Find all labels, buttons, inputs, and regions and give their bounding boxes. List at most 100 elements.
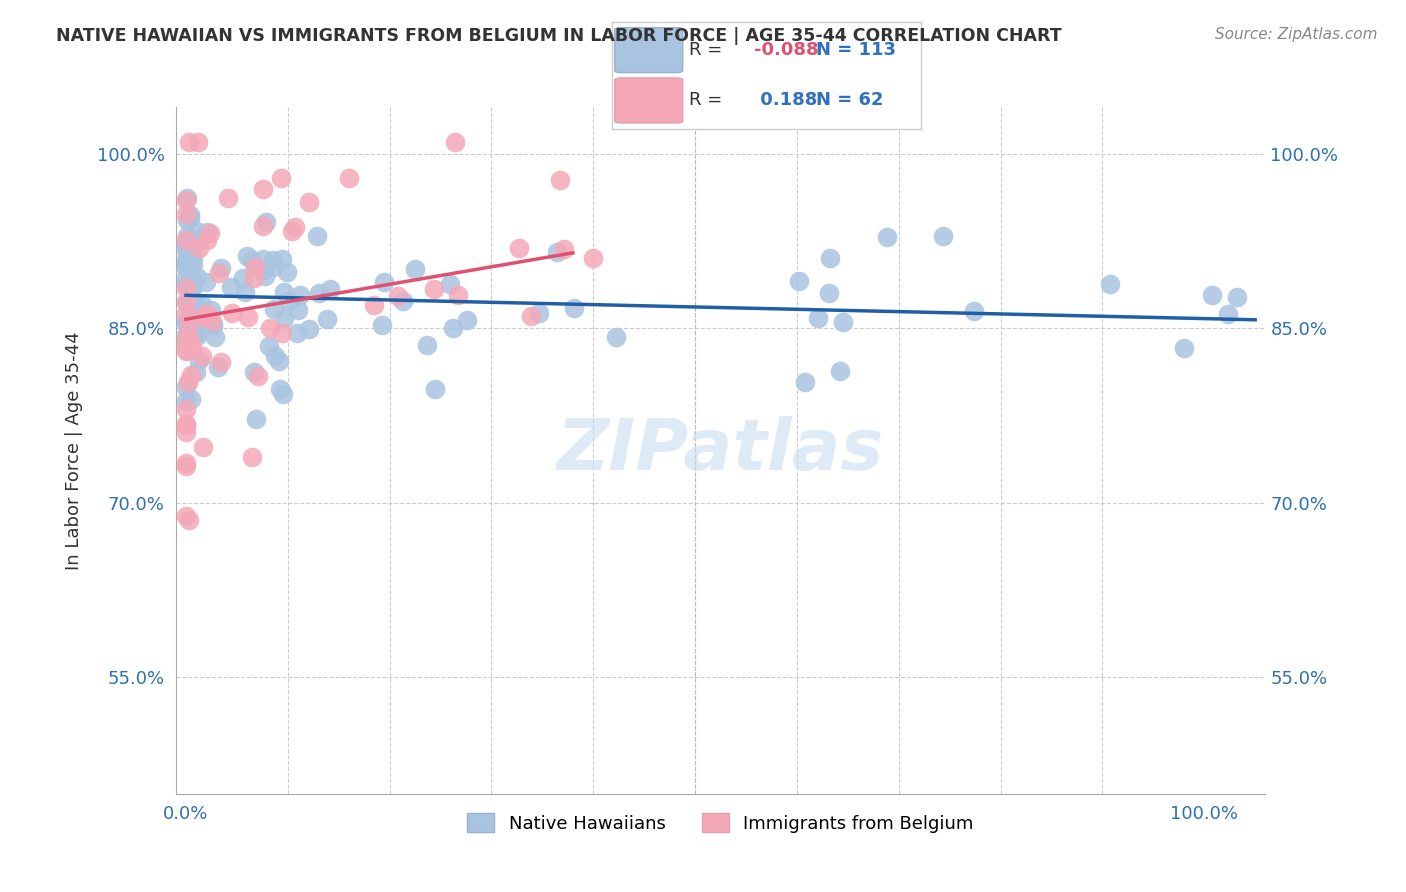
Point [787,275,810,289]
Point [176,243,198,257]
Point [179,334,201,348]
Point [176,229,198,244]
Point [198,226,221,240]
Point [177,326,200,341]
Point [194,275,217,289]
Point [209,261,232,276]
Point [817,285,839,300]
Point [1173,341,1195,355]
Point [186,365,208,379]
Point [174,294,197,309]
Point [174,508,197,523]
Point [444,135,467,149]
Point [176,260,198,275]
Point [280,224,302,238]
Point [276,265,298,279]
Point [174,425,197,439]
Point [252,219,274,233]
Point [181,318,204,332]
Point [243,270,266,285]
Point [439,277,461,292]
Point [176,212,198,227]
Point [209,355,232,369]
Point [605,330,627,344]
Point [285,326,308,341]
Point [174,338,197,352]
Point [287,302,309,317]
Point [177,234,200,248]
Point [176,191,198,205]
Point [298,322,321,336]
Point [219,280,242,294]
Point [197,225,219,239]
Point [363,298,385,312]
Point [197,307,219,321]
Point [179,319,201,334]
Point [425,382,447,396]
Point [176,297,198,311]
Point [270,171,292,186]
Point [284,220,307,235]
Point [267,354,290,368]
Point [174,294,197,309]
Point [273,310,295,325]
Point [195,233,218,247]
Point [305,229,328,244]
Point [200,303,222,318]
Point [246,368,269,383]
Point [188,241,211,255]
Point [582,251,605,265]
Point [180,368,202,382]
Text: R =: R = [689,41,723,59]
Point [186,329,208,343]
Point [176,375,198,389]
Point [818,251,841,265]
Point [259,339,281,353]
Point [191,297,214,311]
Point [174,271,197,285]
Point [174,207,197,221]
Point [932,229,955,244]
Point [263,301,285,316]
Point [174,418,197,433]
Y-axis label: In Labor Force | Age 35-44: In Labor Force | Age 35-44 [65,331,83,570]
Point [273,285,295,299]
Point [201,318,224,332]
Point [262,253,284,268]
Point [546,245,568,260]
Legend: Native Hawaiians, Immigrants from Belgium: Native Hawaiians, Immigrants from Belgiu… [460,806,981,839]
FancyBboxPatch shape [614,78,683,123]
Point [174,316,197,330]
Point [174,281,197,295]
Point [174,278,197,293]
Point [174,238,197,252]
Point [177,513,200,527]
Point [221,306,243,320]
Point [240,253,263,268]
Point [252,252,274,266]
Point [252,182,274,196]
Point [508,241,530,255]
Text: N = 113: N = 113 [815,41,896,59]
Point [181,280,204,294]
Point [180,329,202,343]
Point [832,315,855,329]
Point [447,288,470,302]
Point [441,320,464,334]
Point [191,440,214,454]
Point [318,282,340,296]
Point [264,349,287,363]
Point [177,343,200,358]
Point [232,270,254,285]
Text: N = 62: N = 62 [815,92,883,110]
Point [174,241,197,255]
Point [180,341,202,355]
FancyBboxPatch shape [614,28,683,72]
Point [1218,307,1240,321]
Point [187,234,209,248]
Text: R =: R = [689,92,723,110]
Point [391,294,413,309]
Point [174,344,197,359]
Point [527,306,550,320]
Point [184,310,207,324]
